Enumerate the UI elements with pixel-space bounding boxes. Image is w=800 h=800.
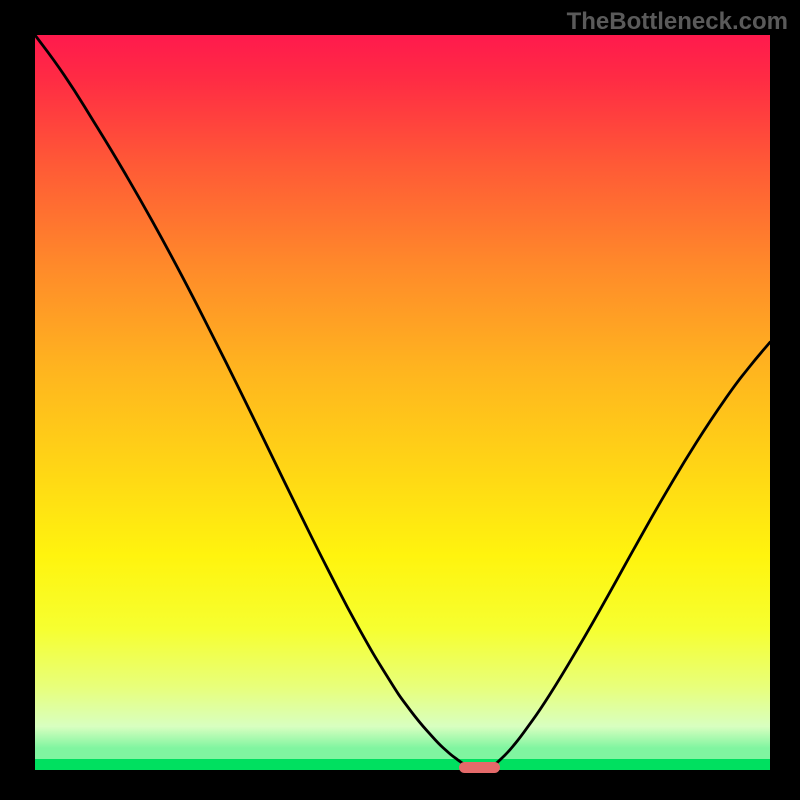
watermark-text: TheBottleneck.com — [567, 8, 788, 36]
left-curve — [35, 35, 465, 765]
right-curve — [494, 342, 770, 765]
bottleneck-marker — [459, 762, 500, 773]
bottleneck-curves — [35, 35, 770, 770]
chart-container: TheBottleneck.com — [0, 0, 800, 800]
plot-area — [35, 35, 770, 770]
